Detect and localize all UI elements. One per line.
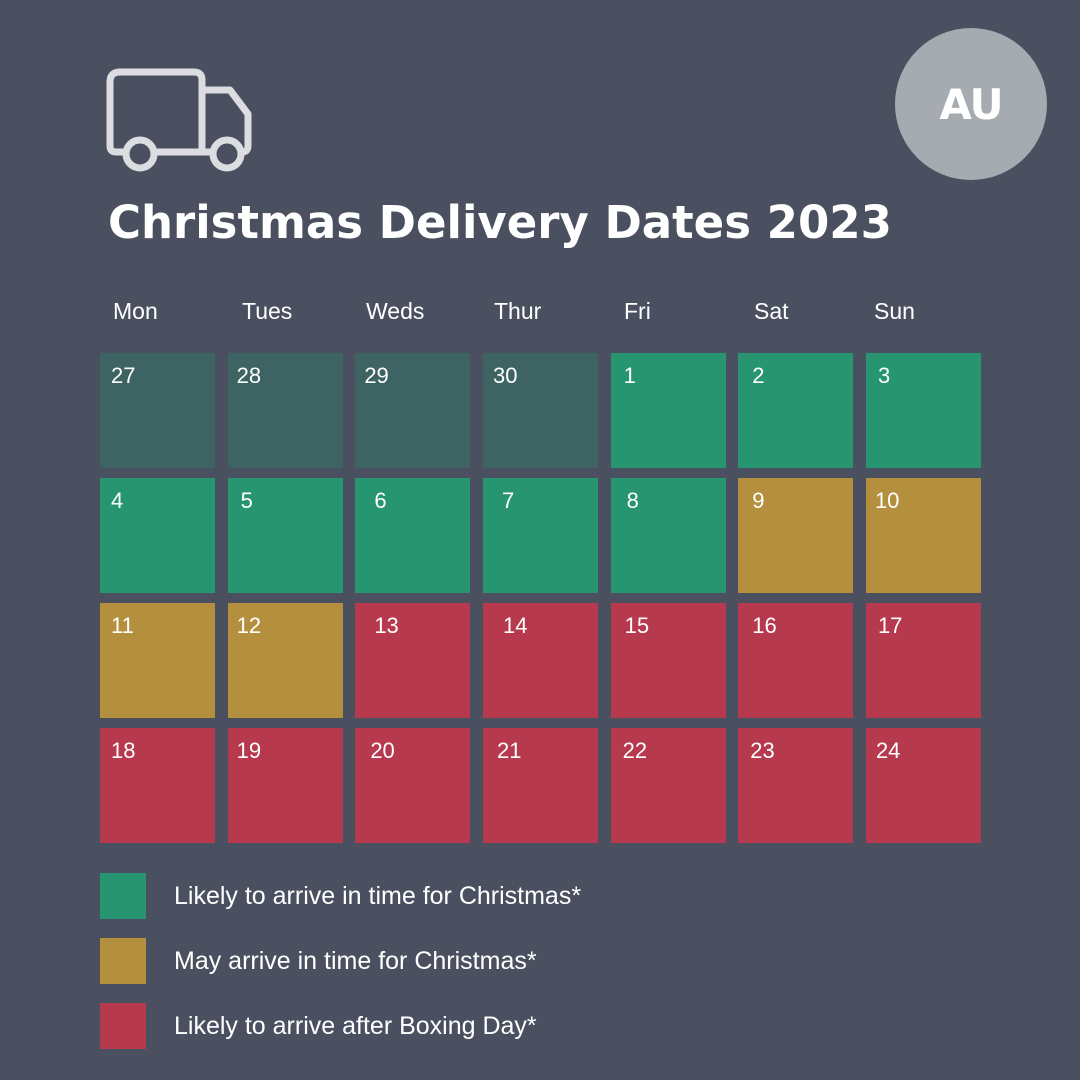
- day-cell: 16: [738, 603, 854, 718]
- day-number: 9: [752, 488, 765, 513]
- day-number: 2: [752, 363, 765, 388]
- day-number: 13: [374, 613, 399, 638]
- day-cell: 7: [482, 478, 598, 593]
- day-cell: 12: [227, 603, 343, 718]
- day-number: 20: [370, 738, 395, 763]
- day-number: 28: [236, 363, 262, 388]
- day-number: 18: [111, 738, 136, 763]
- day-cell: 21: [482, 728, 598, 843]
- day-cell: 5: [227, 478, 343, 593]
- day-number: 29: [364, 363, 389, 388]
- legend-swatch-likely: [100, 873, 146, 919]
- day-cell: 11: [100, 603, 215, 718]
- weekday-sat: Sat: [754, 298, 789, 324]
- day-number: 19: [236, 738, 262, 763]
- day-cell: 19: [227, 728, 343, 843]
- legend-swatch-late: [100, 1003, 146, 1049]
- day-cell: 2: [738, 353, 854, 468]
- day-number: 14: [502, 613, 528, 638]
- day-cell: 24: [865, 728, 981, 843]
- legend-label-likely: Likely to arrive in time for Christmas*: [174, 882, 582, 910]
- weekday-header: Mon Tues Weds Thur Fri Sat Sun: [0, 295, 1080, 329]
- day-cell: 4: [100, 478, 215, 593]
- day-number: 12: [236, 613, 262, 638]
- truck-icon: [106, 68, 252, 172]
- day-number: 5: [240, 488, 253, 513]
- weekday-fri: Fri: [624, 298, 651, 324]
- day-cell: 10: [865, 478, 981, 593]
- page-title: Christmas Delivery Dates 2023: [108, 196, 892, 249]
- day-cell: 13: [355, 603, 471, 718]
- day-number: 15: [624, 613, 650, 638]
- day-number: 1: [623, 363, 636, 388]
- day-cell: 18: [100, 728, 215, 843]
- day-cell: 23: [738, 728, 854, 843]
- legend-label-late: Likely to arrive after Boxing Day*: [174, 1012, 537, 1040]
- day-number: 11: [111, 613, 134, 638]
- day-number: 24: [875, 738, 901, 763]
- day-number: 3: [877, 363, 891, 388]
- weekday-sun: Sun: [874, 298, 915, 324]
- weekday-thu: Thur: [494, 298, 542, 324]
- day-cell: 14: [482, 603, 598, 718]
- weekday-wed: Weds: [366, 298, 425, 324]
- calendar-grid: 27 28 29 30 1 2 3 4 5 6 7 8 9 10 11 12 13 14 15 16 17 18 19 20 2…: [100, 353, 981, 843]
- day-number: 17: [877, 613, 903, 638]
- day-number: 23: [750, 738, 775, 763]
- day-cell: 20: [355, 728, 471, 843]
- day-number: 16: [752, 613, 777, 638]
- day-cell: 17: [865, 603, 981, 718]
- day-cell: 9: [738, 478, 854, 593]
- day-number: 8: [626, 488, 639, 513]
- day-number: 30: [492, 363, 518, 388]
- day-cell: 29: [355, 353, 471, 468]
- day-number: 6: [374, 488, 387, 513]
- day-cell: 30: [482, 353, 598, 468]
- day-number: 27: [111, 363, 136, 388]
- legend-label-maybe: May arrive in time for Christmas*: [174, 947, 537, 975]
- day-number: 10: [874, 488, 900, 513]
- day-number: 21: [496, 738, 522, 763]
- legend-swatch-maybe: [100, 938, 146, 984]
- day-cell: 6: [355, 478, 471, 593]
- region-badge: AU: [895, 28, 1047, 180]
- day-number: 22: [622, 738, 648, 763]
- day-cell: 22: [610, 728, 726, 843]
- day-cell: 28: [227, 353, 343, 468]
- weekday-mon: Mon: [113, 298, 158, 324]
- day-cell: 3: [865, 353, 981, 468]
- day-number: 7: [501, 488, 515, 513]
- day-cell: 8: [610, 478, 726, 593]
- day-cell: 15: [610, 603, 726, 718]
- day-cell: 27: [100, 353, 215, 468]
- day-number: 4: [111, 488, 124, 513]
- day-cell: 1: [610, 353, 726, 468]
- weekday-tue: Tues: [242, 298, 293, 324]
